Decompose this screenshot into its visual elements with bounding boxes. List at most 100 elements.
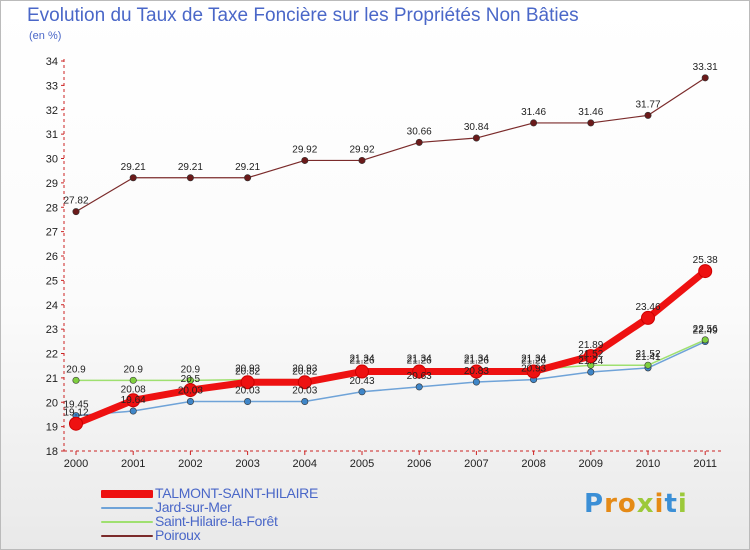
data-point — [186, 174, 194, 182]
data-point — [472, 378, 480, 386]
legend: TALMONT-SAINT-HILAIRE Jard-sur-Mer Saint… — [101, 485, 361, 543]
y-tick-label: 23 — [46, 324, 58, 336]
data-label: 27.82 — [63, 196, 88, 207]
series-poiroux — [72, 74, 709, 216]
y-tick-label: 33 — [46, 80, 58, 92]
data-label: 21.26 — [521, 356, 546, 367]
data-label: 29.21 — [178, 162, 203, 173]
data-point — [587, 368, 595, 376]
logo-letter: i — [677, 489, 688, 519]
legend-swatch — [101, 521, 153, 523]
legend-item: Poiroux — [101, 527, 361, 543]
logo-letter: o — [617, 489, 637, 519]
data-label: 20.63 — [407, 371, 432, 382]
legend-item: Saint-Hilaire-la-Forêt — [101, 513, 361, 529]
data-label: 29.92 — [349, 144, 374, 155]
data-point — [644, 361, 652, 369]
data-point — [415, 138, 423, 146]
series-line — [75, 77, 706, 213]
data-point — [701, 336, 709, 344]
data-label: 20.5 — [181, 374, 201, 385]
y-tick-label: 26 — [46, 251, 58, 263]
data-label: 21.34 — [521, 354, 546, 365]
data-label: 31.46 — [521, 107, 546, 118]
data-label: 21.34 — [464, 354, 489, 365]
data-label: 30.66 — [407, 126, 432, 137]
data-label: 20.9 — [181, 364, 201, 375]
data-label: 20.93 — [235, 364, 260, 375]
data-label: 21.52 — [578, 349, 603, 360]
data-label: 20.82 — [235, 366, 260, 377]
data-label: 20.82 — [292, 366, 317, 377]
data-label: 29.21 — [121, 162, 146, 173]
data-label: 25.38 — [693, 255, 718, 266]
data-point — [301, 156, 309, 164]
data-point — [297, 375, 312, 390]
unit-label: (en %) — [29, 30, 62, 42]
data-point — [698, 264, 713, 279]
x-tick-label: 2002 — [178, 458, 202, 470]
legend-item: Jard-sur-Mer — [101, 499, 361, 515]
data-point — [183, 383, 198, 398]
axes: 18 19 20 21 22 23 24 25 26 27 28 29 30 31 32 33 34 2000 20… — [46, 56, 721, 470]
data-point — [526, 364, 541, 379]
y-tick-label: 22 — [46, 349, 58, 361]
data-point — [587, 119, 595, 127]
data-label: 22.49 — [693, 326, 718, 337]
data-label: 21.34 — [407, 354, 432, 365]
data-label: 20.43 — [349, 376, 374, 387]
x-tick-label: 2004 — [293, 458, 317, 470]
data-point — [644, 111, 652, 119]
x-tick-label: 2011 — [693, 458, 717, 470]
data-label: 20.83 — [464, 366, 489, 377]
x-tick-label: 2005 — [350, 458, 374, 470]
data-label: 20.93 — [292, 364, 317, 375]
series-line — [75, 340, 706, 417]
data-label: 21.24 — [578, 356, 603, 367]
data-point — [129, 174, 137, 182]
chart-title: Evolution du Taux de Taxe Foncière sur l… — [27, 5, 579, 26]
y-tick-label: 30 — [46, 154, 58, 166]
data-point — [641, 310, 655, 325]
y-tick-label: 19 — [46, 422, 58, 434]
proxiti-logo: Proxiti — [584, 489, 688, 519]
data-point — [415, 383, 423, 391]
data-label: 21.26 — [464, 356, 489, 367]
data-label: 19.64 — [121, 395, 146, 406]
series-jard-sur-mer — [72, 338, 709, 420]
data-label: 21.41 — [635, 352, 660, 363]
data-label: 20.03 — [178, 386, 203, 397]
data-point — [244, 398, 252, 406]
data-label: 30.84 — [464, 122, 489, 133]
data-point — [129, 376, 137, 384]
data-label: 19.12 — [63, 408, 88, 419]
legend-swatch — [101, 535, 153, 537]
series-talmont-saint-hilaire — [69, 264, 713, 431]
y-tick-label: 32 — [46, 105, 58, 117]
data-label: 19.45 — [63, 400, 88, 411]
y-tick-label: 34 — [46, 56, 58, 68]
data-point — [126, 393, 141, 408]
logo-letter: t — [664, 489, 678, 519]
data-label: 20.03 — [235, 386, 260, 397]
data-point — [72, 208, 80, 216]
y-tick-label: 31 — [46, 129, 58, 141]
x-tick-label: 2009 — [579, 458, 603, 470]
x-tick-label: 2008 — [521, 458, 545, 470]
y-tick-label: 24 — [46, 300, 58, 312]
logo-letter: i — [654, 489, 665, 519]
x-tick-label: 2003 — [235, 458, 259, 470]
data-label: 21.26 — [407, 356, 432, 367]
x-tick-label: 2007 — [464, 458, 488, 470]
y-tick-label: 20 — [46, 397, 58, 409]
legend-item: TALMONT-SAINT-HILAIRE — [101, 485, 361, 501]
y-tick-label: 29 — [46, 178, 58, 190]
data-label: 29.21 — [235, 162, 260, 173]
data-label: 20.03 — [292, 386, 317, 397]
data-label: 31.77 — [635, 99, 660, 110]
data-point — [701, 74, 709, 82]
data-label: 21.26 — [349, 356, 374, 367]
y-tick-label: 28 — [46, 202, 58, 214]
data-point — [583, 349, 598, 364]
